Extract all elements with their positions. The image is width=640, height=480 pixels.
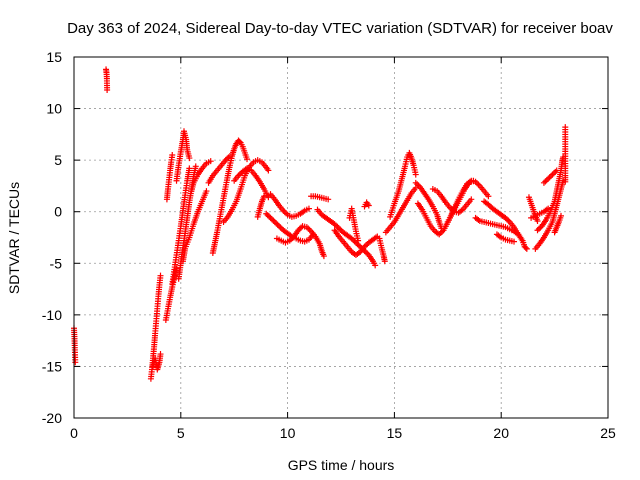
data-point bbox=[540, 179, 547, 186]
data-point bbox=[546, 174, 553, 181]
data-point bbox=[157, 351, 164, 358]
data-point bbox=[186, 155, 193, 162]
axis-ticks: 0 5 10 15 20 25 -20 -15 -10 -5 0 5 10 15 bbox=[42, 49, 616, 441]
data-point bbox=[362, 242, 369, 249]
data-point bbox=[545, 175, 552, 182]
data-point bbox=[281, 209, 288, 216]
x-tick-label: 5 bbox=[177, 425, 185, 441]
data-point bbox=[562, 178, 569, 185]
data-point bbox=[268, 216, 275, 223]
data-point bbox=[325, 196, 332, 203]
x-tick-label: 25 bbox=[600, 425, 616, 441]
data-point bbox=[266, 213, 273, 220]
data-point bbox=[355, 237, 362, 244]
data-point bbox=[475, 181, 482, 188]
data-point bbox=[354, 241, 361, 248]
data-point bbox=[412, 171, 419, 178]
data-point bbox=[277, 224, 284, 231]
y-tick-label: 0 bbox=[54, 204, 62, 220]
data-point bbox=[274, 221, 281, 228]
data-point bbox=[72, 359, 79, 366]
plot-frame bbox=[73, 56, 609, 419]
data-point bbox=[534, 217, 541, 224]
data-point bbox=[414, 181, 421, 188]
data-point bbox=[550, 170, 557, 177]
data-point bbox=[169, 151, 176, 158]
data-point bbox=[226, 153, 233, 160]
data-point bbox=[192, 163, 199, 170]
data-point bbox=[545, 205, 552, 212]
data-point bbox=[306, 226, 313, 233]
x-tick-label: 20 bbox=[493, 425, 509, 441]
data-point bbox=[548, 172, 555, 179]
x-axis-label: GPS time / hours bbox=[288, 457, 395, 473]
data-point bbox=[261, 193, 268, 200]
data-point bbox=[265, 167, 272, 174]
data-point bbox=[468, 196, 475, 203]
data-point bbox=[244, 156, 251, 163]
data-point bbox=[552, 168, 559, 175]
data-point bbox=[549, 171, 556, 178]
data-point bbox=[534, 227, 541, 234]
data-point bbox=[381, 258, 388, 265]
data-point bbox=[437, 230, 444, 237]
y-tick-label: 5 bbox=[54, 152, 62, 168]
data-point bbox=[558, 212, 565, 219]
chart-title: Day 363 of 2024, Sidereal Day-to-day VTE… bbox=[67, 20, 613, 37]
data-point bbox=[365, 202, 372, 209]
y-tick-label: 15 bbox=[46, 49, 62, 65]
data-point bbox=[104, 87, 111, 94]
data-point bbox=[320, 253, 327, 260]
data-point bbox=[553, 167, 560, 174]
data-point bbox=[543, 177, 550, 184]
data-point bbox=[305, 205, 312, 212]
data-point bbox=[298, 224, 305, 231]
y-tick-label: -5 bbox=[50, 255, 63, 271]
data-point bbox=[186, 165, 193, 172]
data-point bbox=[372, 262, 379, 269]
y-tick-label: -15 bbox=[42, 358, 62, 374]
data-point bbox=[276, 223, 283, 230]
data-point bbox=[267, 214, 274, 221]
data-point bbox=[264, 212, 271, 219]
data-point bbox=[351, 238, 358, 245]
x-tick-label: 0 bbox=[70, 425, 78, 441]
data-point bbox=[236, 171, 243, 178]
data-point bbox=[236, 138, 243, 145]
data-point bbox=[485, 193, 492, 200]
data-point bbox=[271, 219, 278, 226]
data-point bbox=[511, 238, 518, 245]
data-point bbox=[412, 179, 419, 186]
data-point bbox=[523, 245, 530, 252]
data-point bbox=[273, 220, 280, 227]
gridlines bbox=[74, 57, 608, 418]
data-point bbox=[270, 217, 277, 224]
x-tick-label: 10 bbox=[280, 425, 296, 441]
data-point bbox=[157, 272, 164, 279]
data-point bbox=[203, 188, 210, 195]
data-point bbox=[355, 242, 362, 249]
y-tick-label: -20 bbox=[42, 410, 62, 426]
data-points bbox=[71, 66, 569, 382]
data-point bbox=[207, 158, 214, 165]
y-tick-label: -10 bbox=[42, 307, 62, 323]
data-point bbox=[505, 217, 512, 224]
data-point bbox=[522, 244, 529, 251]
data-point bbox=[542, 178, 549, 185]
y-axis-label: SDTVAR / TECUs bbox=[6, 182, 22, 294]
x-tick-label: 15 bbox=[387, 425, 403, 441]
data-point bbox=[535, 225, 542, 232]
y-tick-label: 10 bbox=[46, 101, 62, 117]
